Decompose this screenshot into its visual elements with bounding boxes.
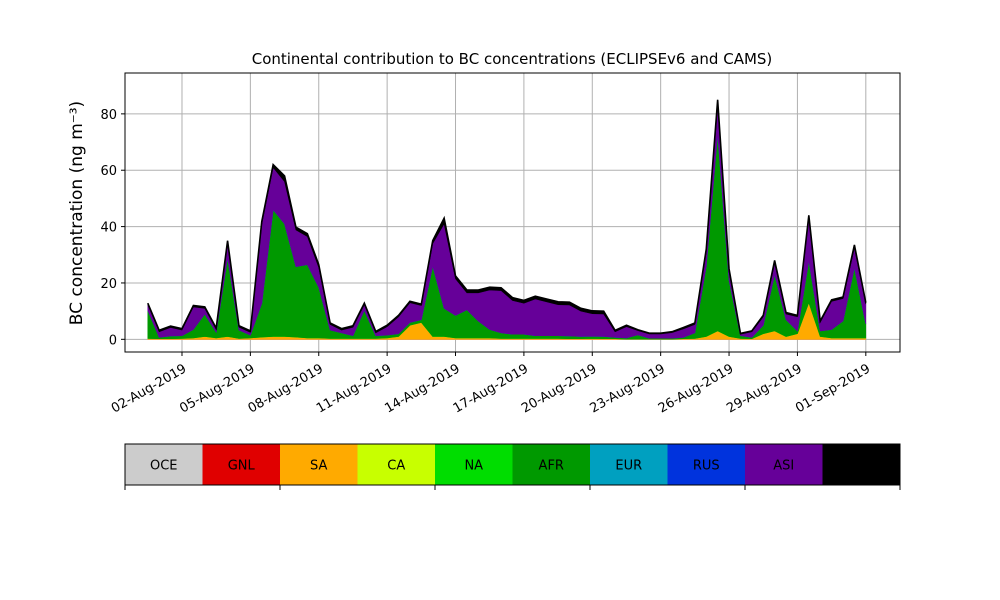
legend-swatch-eur [590, 444, 668, 485]
legend-swatch-na [435, 444, 513, 485]
y-tick-label: 60 [100, 164, 117, 179]
total-outline [147, 99, 867, 335]
legend-label-ca: CA [387, 459, 405, 474]
legend-swatch-afr [512, 444, 590, 485]
y-tick-label: 40 [100, 221, 117, 236]
legend-swatch-oce [125, 444, 203, 485]
stacked-areas [147, 99, 867, 340]
x-tick-label: 29-Aug-2019 [724, 361, 804, 416]
y-tick-label: 80 [100, 108, 117, 123]
legend-colorbar: OCE GNL SA CA NA AFR EUR RUS ASI AUS [124, 443, 901, 490]
legend-label-afr: AFR [539, 459, 564, 474]
legend-swatch-rus [667, 444, 745, 485]
area-asi [147, 105, 867, 339]
y-tick-label: 0 [109, 333, 117, 348]
legend-label-na: NA [464, 459, 483, 474]
x-tick-label: 20-Aug-2019 [519, 361, 599, 416]
x-tick-label: 05-Aug-2019 [177, 361, 257, 416]
x-tick-label: 17-Aug-2019 [451, 361, 531, 416]
legend-label-eur: EUR [615, 459, 642, 474]
y-axis-label: BC concentration (ng m⁻³) [67, 101, 87, 325]
x-tick-label: 08-Aug-2019 [246, 361, 326, 416]
x-tick-label: 02-Aug-2019 [109, 361, 189, 416]
legend-swatch-asi [745, 444, 823, 485]
x-axis-ticks: 02-Aug-201905-Aug-201908-Aug-201911-Aug-… [109, 352, 873, 417]
legend-swatch-sa [280, 444, 358, 485]
x-tick-label: 01-Sep-2019 [793, 361, 873, 416]
x-tick-label: 26-Aug-2019 [656, 361, 736, 416]
legend-swatch-aus [822, 444, 900, 485]
legend-label-rus: RUS [693, 459, 720, 474]
legend-label-aus: AUS [848, 459, 875, 474]
chart-title: Continental contribution to BC concentra… [252, 50, 773, 68]
legend-label-sa: SA [310, 459, 327, 474]
legend-frame [124, 443, 901, 486]
legend-swatch-ca [357, 444, 435, 485]
plot-frame [124, 72, 901, 353]
legend-label-asi: ASI [773, 459, 794, 474]
x-tick-label: 23-Aug-2019 [588, 361, 668, 416]
x-tick-label: 11-Aug-2019 [314, 361, 394, 416]
y-axis-ticks: 0 20 40 60 80 [100, 108, 125, 348]
legend-swatch-gnl [202, 444, 280, 485]
legend-label-gnl: GNL [228, 459, 256, 474]
x-tick-label: 14-Aug-2019 [382, 361, 462, 416]
legend-label-oce: OCE [150, 459, 178, 474]
y-tick-label: 20 [100, 277, 117, 292]
